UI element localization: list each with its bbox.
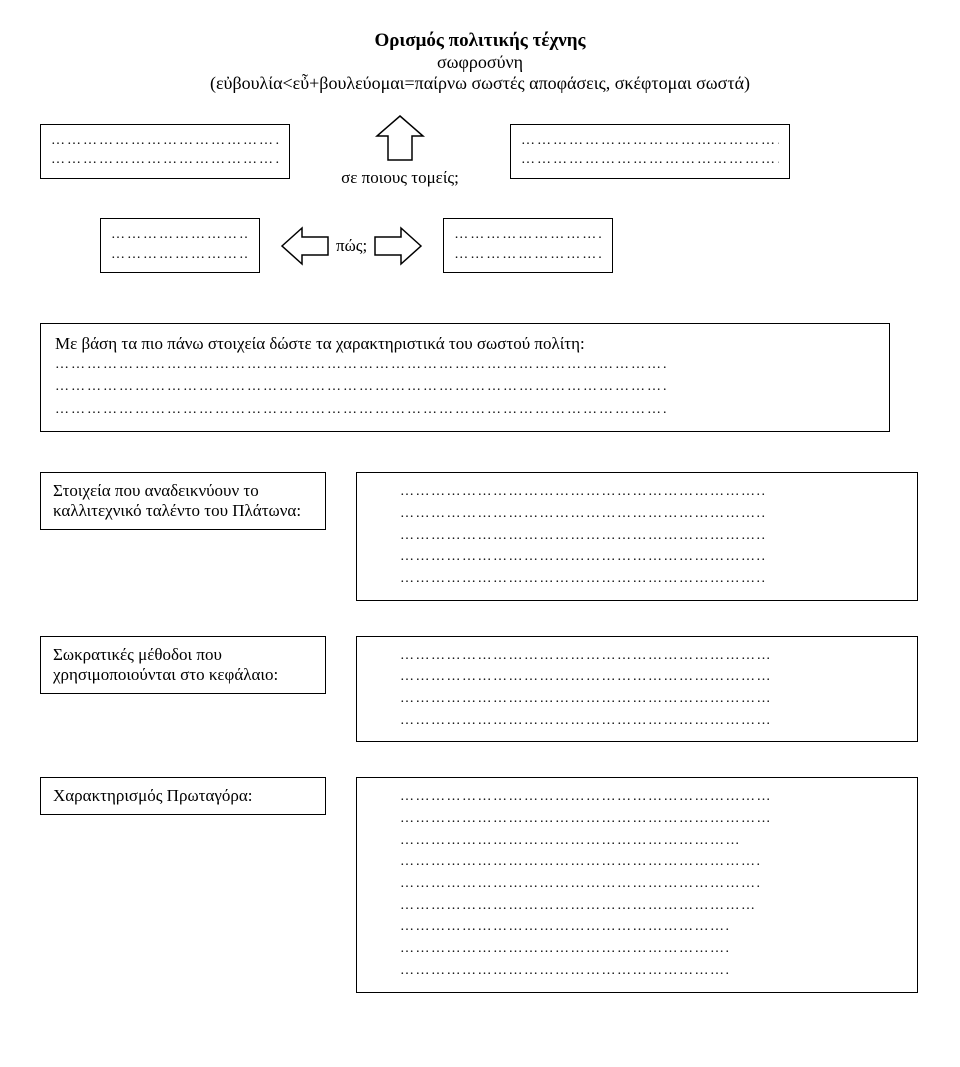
dotted-line: ………………………………………………………… <box>400 830 905 852</box>
dotted-line: ………………………. <box>454 225 602 245</box>
bullet-line: …………………………………………………………….. <box>400 503 905 525</box>
bullet-line: ……………………………………………………………… <box>400 786 905 808</box>
dotted-line: ……………………… <box>111 225 249 245</box>
block-arrow-right-icon <box>373 224 423 268</box>
row1-center-label: σε ποιους τομείς; <box>341 168 459 188</box>
bullet-line: …………………………………………………………….. <box>400 546 905 568</box>
dotted-line: …………………………………………………………… <box>400 895 905 917</box>
bullet-line: ………………………………………………………. <box>400 916 905 938</box>
section1-label: Στοιχεία που αναδεικνύουν το καλλιτεχνικ… <box>40 472 326 530</box>
bullet-line: ……………………………………………………………. <box>400 851 905 873</box>
row1: ………………………………………………. ………………………………………………. … <box>40 114 920 188</box>
dotted-line: ……………………………………………………………………………………………………. <box>55 354 875 376</box>
block-arrow-up-icon <box>365 114 435 164</box>
row3-box: Με βάση τα πιο πάνω στοιχεία δώστε τα χα… <box>40 323 890 432</box>
block-arrow-left-icon <box>280 224 330 268</box>
dotted-line: ……………………………………………………………………………………………………. <box>55 376 875 398</box>
dotted-line: ……………………………………………… <box>521 131 779 151</box>
row3: Με βάση τα πιο πάνω στοιχεία δώστε τα χα… <box>40 323 920 432</box>
dotted-line: ……………………………………………………………………………………………………. <box>55 399 875 421</box>
bullet-line: ……………………………………………………………… <box>400 666 905 688</box>
bullet-line: ………………………………………………………. <box>400 938 905 960</box>
dotted-line: ………………………. <box>454 245 602 265</box>
dotted-line: …………………………………………………………….. <box>400 525 905 547</box>
title-block: Ορισμός πολιτικής τέχνης σωφροσύνη (εὐβο… <box>40 30 920 94</box>
row1-right-box: ……………………………………………… ……………………………………………… <box>510 124 790 179</box>
dotted-line: ……………………… <box>111 245 249 265</box>
dotted-line: …………………………………………………………….. <box>400 568 905 590</box>
dotted-line: ……………………………………………… <box>521 150 779 170</box>
section2: Σωκρατικές μέθοδοι που χρησιμοποιούνται … <box>40 636 920 743</box>
section3-label: Χαρακτηρισμός Πρωταγόρα: <box>40 777 326 815</box>
row1-left-box: ………………………………………………. ………………………………………………. <box>40 124 290 179</box>
dotted-line: ………………………………………………. <box>51 150 279 170</box>
bullet-line: ……………………………………………………………… <box>400 710 905 732</box>
section3-answers: ……………………………………………………………… ………………………………………… <box>356 777 918 992</box>
bullet-line: ………………………………………………………. <box>400 960 905 982</box>
title-line3: (εὐβουλία<εὖ+βουλεύομαι=παίρνω σωστές απ… <box>40 73 920 94</box>
section1-answers: …………………………………………………………….. ……………………………………… <box>356 472 918 600</box>
title-line1: Ορισμός πολιτικής τέχνης <box>40 30 920 52</box>
dotted-line: ……………………………………………………………… <box>400 688 905 710</box>
section3: Χαρακτηρισμός Πρωταγόρα: ………………………………………… <box>40 777 920 992</box>
bullet-line: …………………………………………………………….. <box>400 481 905 503</box>
row2-left-box: ……………………… ……………………… <box>100 218 260 273</box>
section1: Στοιχεία που αναδεικνύουν το καλλιτεχνικ… <box>40 472 920 600</box>
section2-label: Σωκρατικές μέθοδοι που χρησιμοποιούνται … <box>40 636 326 694</box>
bullet-line: ……………………………………………………………… <box>400 645 905 667</box>
arrow-lr-group: πώς; <box>280 224 423 268</box>
row3-prompt: Με βάση τα πιο πάνω στοιχεία δώστε τα χα… <box>55 334 875 354</box>
title-line2: σωφροσύνη <box>40 52 920 73</box>
row2: ……………………… ……………………… πώς; ………………………. …………… <box>100 218 920 273</box>
row2-center-label: πώς; <box>336 236 367 256</box>
bullet-line: ……………………………………………………………… <box>400 808 905 830</box>
dotted-line: ……………………………………………………………. <box>400 873 905 895</box>
section2-answers: ……………………………………………………………… ………………………………………… <box>356 636 918 743</box>
dotted-line: ………………………………………………. <box>51 131 279 151</box>
arrow-up-group: σε ποιους τομείς; <box>310 114 490 188</box>
row2-right-box: ………………………. ………………………. <box>443 218 613 273</box>
